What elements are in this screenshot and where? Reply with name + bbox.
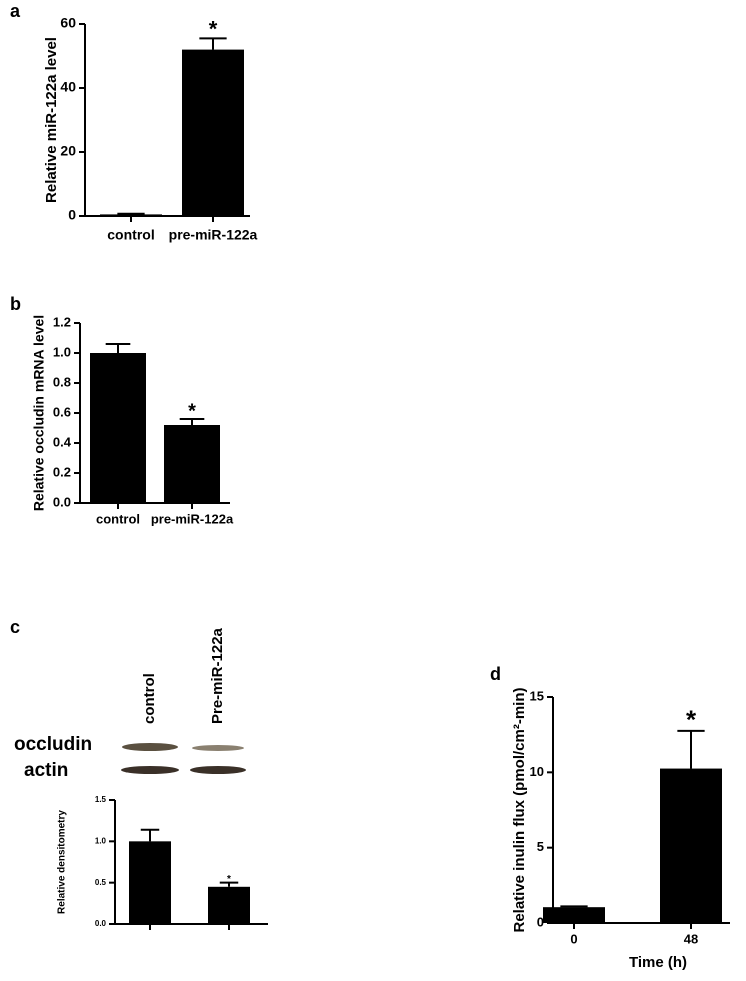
y-tick-label: 0.0 bbox=[95, 919, 107, 928]
band bbox=[121, 766, 179, 774]
significance-mark: * bbox=[209, 17, 218, 42]
error-bar bbox=[677, 729, 705, 769]
error-bar bbox=[219, 881, 239, 887]
panel-label: b bbox=[10, 294, 21, 314]
x-tick-label: control bbox=[96, 511, 140, 526]
bar bbox=[660, 768, 722, 923]
significance-mark: * bbox=[227, 874, 231, 885]
error-bar bbox=[560, 905, 588, 908]
y-tick-label: 20 bbox=[60, 143, 76, 159]
significance-mark: * bbox=[188, 400, 196, 422]
x-tick-label: control bbox=[107, 227, 154, 243]
y-axis-label: Relative inulin flux (pmol/cm²-min) bbox=[511, 687, 528, 932]
bar bbox=[543, 907, 605, 923]
band bbox=[122, 743, 178, 751]
y-axis-label: Relative densitometry bbox=[57, 810, 68, 914]
y-tick-label: 0.4 bbox=[53, 434, 72, 449]
y-tick-label: 1.0 bbox=[95, 836, 107, 845]
error-bar bbox=[199, 37, 227, 50]
error-bar bbox=[117, 212, 145, 215]
y-tick-label: 0.5 bbox=[95, 878, 107, 887]
y-tick-label: 0.2 bbox=[53, 464, 71, 479]
lane-label: control bbox=[141, 673, 158, 724]
blot bbox=[121, 743, 246, 774]
error-bar bbox=[140, 828, 160, 842]
bar bbox=[100, 214, 162, 216]
y-tick-label: 5 bbox=[537, 839, 544, 854]
blot-row-label: occludin bbox=[14, 734, 92, 755]
significance-mark: * bbox=[686, 705, 697, 735]
y-tick-label: 1.5 bbox=[95, 795, 107, 804]
y-tick-label: 40 bbox=[60, 79, 76, 95]
y-tick-label: 1.2 bbox=[53, 314, 71, 329]
bar bbox=[90, 353, 146, 503]
y-tick-label: 60 bbox=[60, 15, 76, 31]
y-tick-label: 15 bbox=[530, 688, 544, 703]
y-axis-label: Relative miR-122a level bbox=[43, 37, 60, 203]
y-tick-label: 0.6 bbox=[53, 404, 71, 419]
y-tick-label: 0 bbox=[537, 914, 544, 929]
bar bbox=[208, 886, 250, 924]
error-bar bbox=[105, 343, 131, 353]
band bbox=[192, 745, 244, 751]
x-tick-label: pre-miR-122a bbox=[169, 227, 258, 243]
y-tick-label: 0.8 bbox=[53, 374, 71, 389]
y-tick-label: 1.0 bbox=[53, 344, 71, 359]
panel-label: a bbox=[10, 1, 21, 21]
y-tick-label: 0 bbox=[68, 207, 76, 223]
panel-label: c bbox=[10, 617, 20, 637]
lane-label: Pre-miR-122a bbox=[209, 627, 226, 724]
x-tick-label: 48 bbox=[684, 931, 698, 946]
x-tick-label: pre-miR-122a bbox=[151, 511, 234, 526]
bar bbox=[182, 49, 244, 216]
x-tick-label: 0 bbox=[570, 931, 577, 946]
error-bar bbox=[179, 418, 205, 425]
y-tick-label: 10 bbox=[530, 764, 544, 779]
panel-label: d bbox=[490, 664, 501, 684]
x-axis-label: Time (h) bbox=[629, 954, 687, 971]
bar bbox=[164, 425, 220, 503]
band bbox=[190, 766, 246, 774]
y-tick-label: 0.0 bbox=[53, 494, 71, 509]
blot-row-label: actin bbox=[24, 760, 68, 781]
y-axis-label: Relative occludin mRNA level bbox=[31, 315, 47, 511]
bar bbox=[129, 841, 171, 924]
